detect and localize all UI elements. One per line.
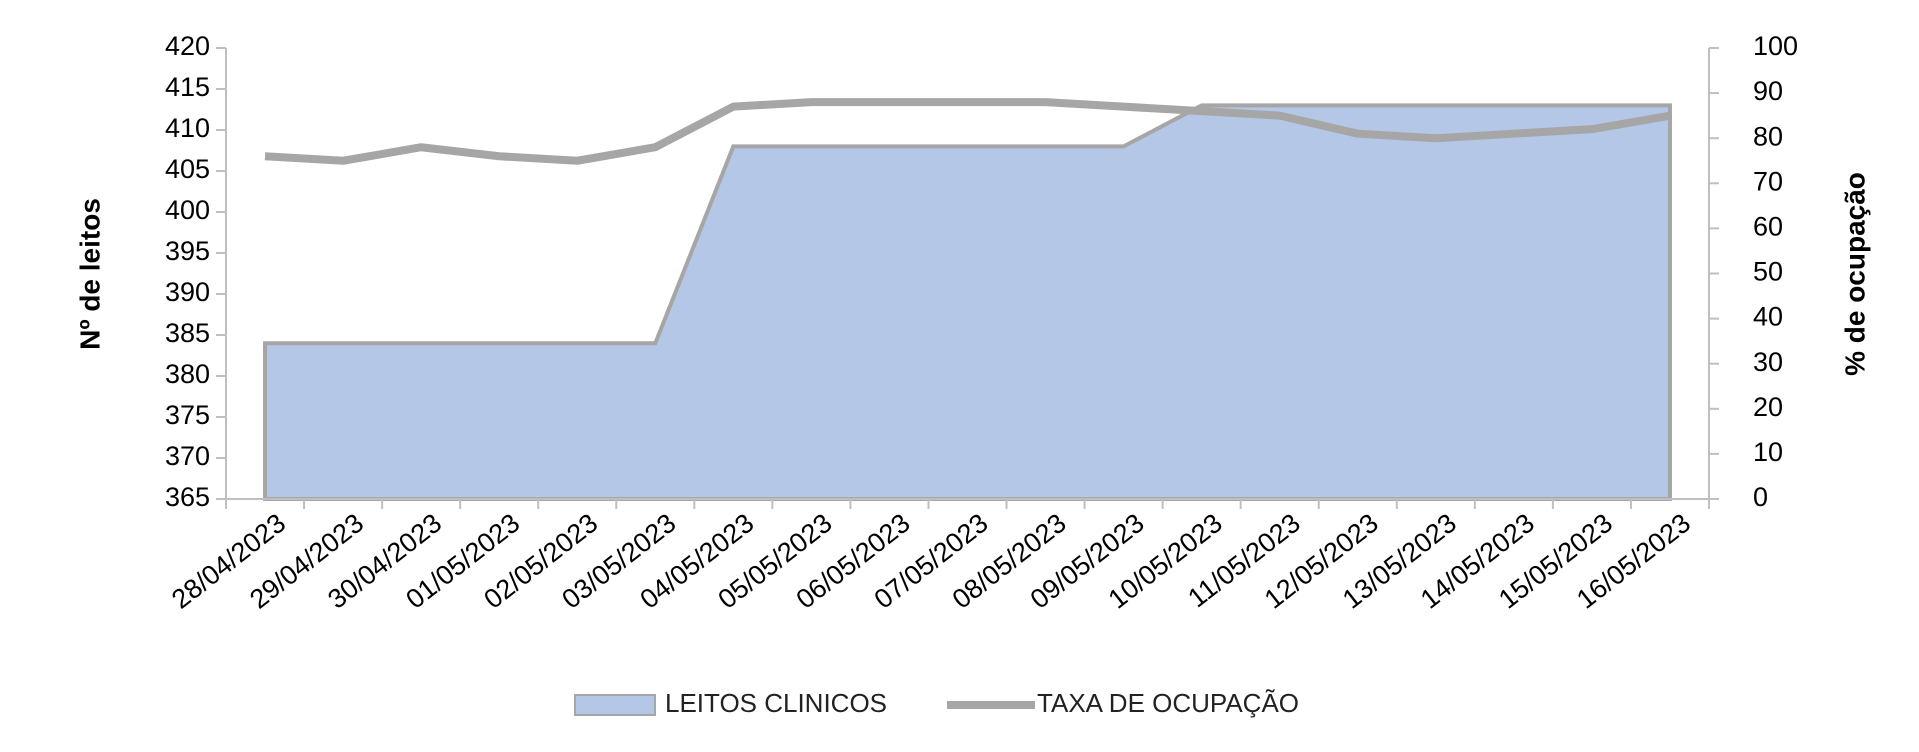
y-tick-label: 380: [165, 359, 210, 389]
y-tick-label: 420: [165, 31, 210, 61]
y-tick-label: 400: [165, 195, 210, 225]
y2-tick-label: 40: [1753, 302, 1783, 332]
y2-tick-label: 30: [1753, 347, 1783, 377]
legend-swatch: [574, 694, 656, 716]
y2-tick-label: 100: [1753, 31, 1798, 61]
area: [263, 103, 1672, 501]
y2-axis-title: % de ocupação: [1839, 172, 1870, 376]
y2-tick-label: 10: [1753, 437, 1783, 467]
y-tick-label: 390: [165, 277, 210, 307]
y2-tick-label: 20: [1753, 392, 1783, 422]
y2-tick-label: 80: [1753, 121, 1783, 151]
y-tick-label: 370: [165, 441, 210, 471]
y2-tick-label: 70: [1753, 166, 1783, 196]
y2-tick-label: 50: [1753, 257, 1783, 287]
y-tick-label: 405: [165, 154, 210, 184]
legend-label: LEITOS CLINICOS: [665, 688, 887, 718]
y-tick-label: 375: [165, 400, 210, 430]
y2-tick-label: 0: [1753, 482, 1768, 512]
y-tick-label: 395: [165, 236, 210, 266]
legend-label: TAXA DE OCUPAÇÃO: [1037, 688, 1299, 718]
y-tick-label: 415: [165, 72, 210, 102]
y-tick-label: 385: [165, 318, 210, 348]
y2-tick-label: 60: [1753, 212, 1783, 242]
y-axis-title: Nº de leitos: [74, 198, 105, 350]
line: [264, 98, 1671, 165]
y-tick-label: 410: [165, 113, 210, 143]
y-tick-label: 365: [165, 482, 210, 512]
y2-tick-label: 90: [1753, 76, 1783, 106]
